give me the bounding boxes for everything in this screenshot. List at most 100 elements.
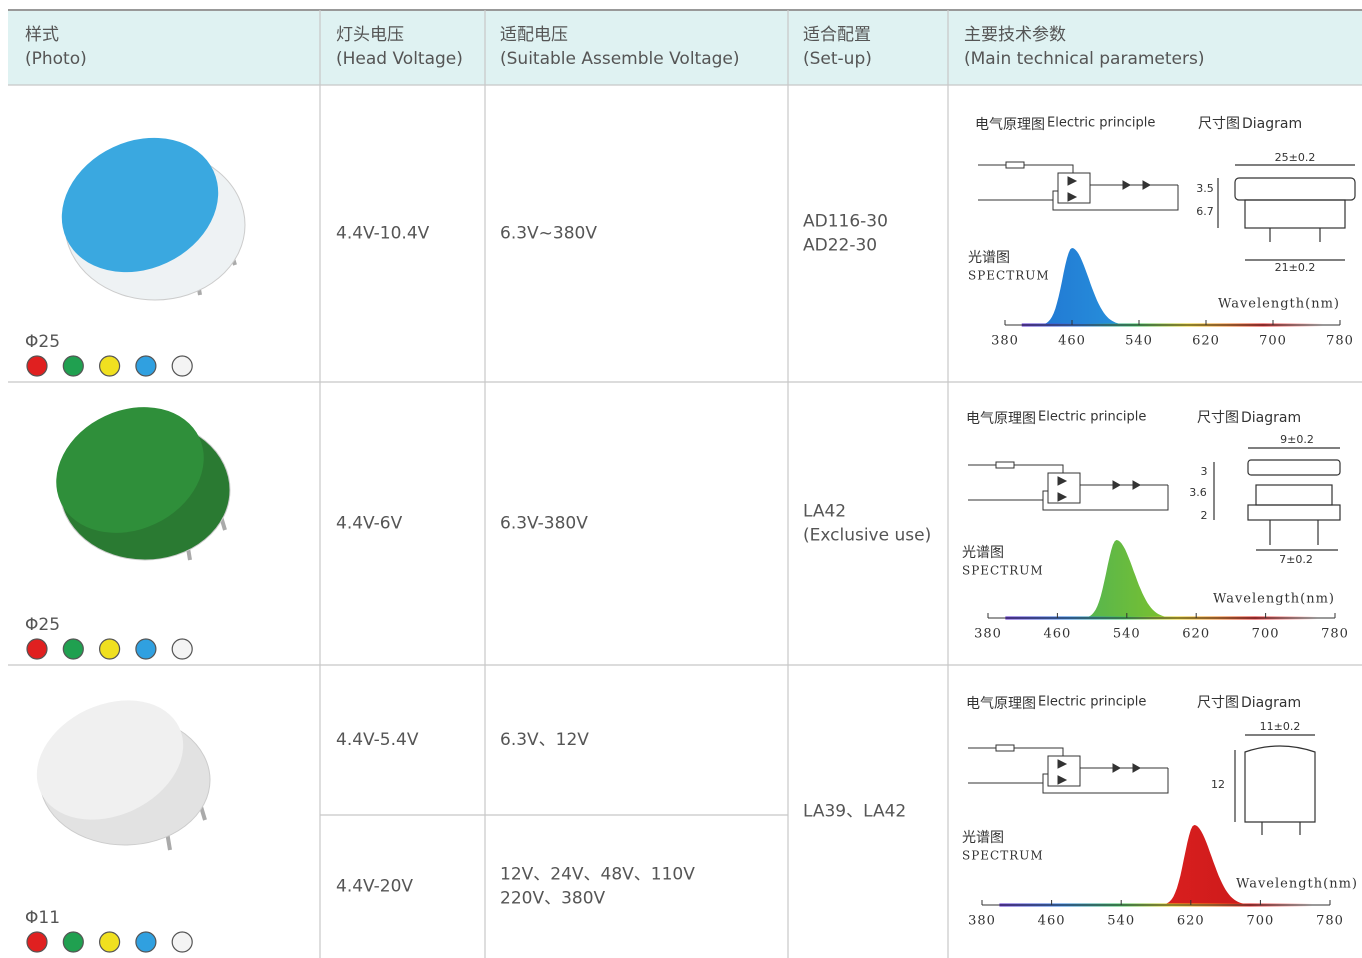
- spectrum-tick-label: 460: [1043, 627, 1071, 642]
- spectrum-tick-label: 540: [1107, 914, 1135, 929]
- header-text: 样式: [25, 25, 59, 45]
- dimension: 2: [1201, 509, 1208, 522]
- wavelength-label: Wavelength(nm): [1236, 877, 1358, 892]
- header-text: 适合配置: [803, 25, 871, 45]
- header-text: 灯头电压: [336, 25, 404, 45]
- head-voltage: 4.4V-10.4V: [336, 224, 430, 244]
- color-dot: [62, 638, 84, 660]
- header-text: 主要技术参数: [964, 25, 1066, 45]
- spectrum-cn: 光谱图: [968, 250, 1010, 266]
- spectrum-tick-label: 540: [1113, 627, 1141, 642]
- electric-en: Electric principle: [1047, 116, 1155, 131]
- diagram-en: Diagram: [1241, 695, 1301, 711]
- diagram-cn: 尺寸图: [1197, 695, 1239, 711]
- spectrum-tick-label: 380: [974, 627, 1002, 642]
- electric-en: Electric principle: [1038, 410, 1146, 425]
- dimension-drawing: [1213, 447, 1341, 551]
- color-dot: [98, 931, 121, 953]
- header-text: (Head Voltage): [336, 49, 463, 69]
- header-text: (Main technical parameters): [964, 49, 1205, 69]
- assemble-voltage: 12V、24V、48V、110V: [500, 865, 695, 885]
- dimension: 3.5: [1196, 182, 1214, 195]
- circuit: [968, 744, 1169, 794]
- size-label: Φ11: [25, 908, 60, 928]
- wavelength-label: Wavelength(nm): [1213, 592, 1335, 607]
- spectrum-tick-label: 780: [1321, 627, 1349, 642]
- spectrum-curve: [1005, 248, 1340, 325]
- spectrum-tick-label: 460: [1038, 914, 1066, 929]
- circuit: [978, 161, 1179, 211]
- assemble-voltage: 6.3V、12V: [500, 730, 589, 750]
- product-photo: [56, 407, 231, 561]
- color-dot: [26, 931, 48, 953]
- spectrum-cn: 光谱图: [962, 830, 1004, 846]
- spectrum-curve: [982, 825, 1330, 905]
- header-bg: [8, 10, 1362, 85]
- spectrum-cn: 光谱图: [962, 545, 1004, 561]
- head-voltage: 4.4V-6V: [336, 514, 403, 534]
- header-text: 适配电压: [500, 25, 568, 45]
- spectrum-tick-label: 620: [1192, 334, 1220, 349]
- wavelength-label: Wavelength(nm): [1218, 297, 1340, 312]
- dimension: 25±0.2: [1275, 151, 1316, 164]
- spectrum-tick-label: 620: [1177, 914, 1205, 929]
- setup: AD22-30: [803, 236, 877, 256]
- grid: [8, 10, 1362, 958]
- product-photo: [61, 137, 246, 301]
- color-dot: [135, 355, 157, 377]
- electric-en: Electric principle: [1038, 695, 1146, 710]
- header-text: (Photo): [25, 49, 87, 69]
- color-dot: [62, 355, 84, 377]
- head-voltage: 4.4V-5.4V: [336, 730, 419, 750]
- color-dot: [171, 931, 193, 953]
- spectrum-tick-label: 780: [1316, 914, 1344, 929]
- spectrum-tick-label: 460: [1058, 334, 1086, 349]
- header-text: (Suitable Assemble Voltage): [500, 49, 740, 69]
- dimension: 9±0.2: [1280, 433, 1314, 446]
- cap: [36, 700, 184, 820]
- color-dot: [98, 638, 121, 660]
- cap: [61, 137, 219, 273]
- color-dot: [171, 355, 193, 377]
- size-label: Φ25: [25, 332, 60, 352]
- diagram-en: Diagram: [1242, 116, 1302, 132]
- color-dot: [26, 638, 48, 660]
- dimension: 3: [1201, 465, 1208, 478]
- assemble-voltage: 6.3V-380V: [500, 514, 588, 534]
- header-text: (Set-up): [803, 49, 872, 69]
- spectrum-tick-label: 620: [1182, 627, 1210, 642]
- dimension: 21±0.2: [1275, 261, 1316, 274]
- head-voltage: 4.4V-20V: [336, 877, 413, 897]
- assemble-voltage: 6.3V~380V: [500, 224, 597, 244]
- setup: AD116-30: [803, 212, 888, 232]
- diagram-cn: 尺寸图: [1197, 410, 1239, 426]
- spectrum-tick-label: 700: [1246, 914, 1274, 929]
- dimension: 3.6: [1189, 486, 1207, 499]
- spectrum-tick-label: 540: [1125, 334, 1153, 349]
- spectrum-en: SPECTRUM: [962, 564, 1044, 578]
- dimension: 11±0.2: [1260, 720, 1301, 733]
- setup: (Exclusive use): [803, 526, 931, 546]
- electric-cn: 电气原理图: [975, 117, 1045, 133]
- color-dot: [62, 931, 84, 953]
- diagram-cn: 尺寸图: [1198, 116, 1240, 132]
- dimension: 12: [1211, 778, 1225, 791]
- size-label: Φ25: [25, 615, 60, 635]
- cap: [56, 407, 204, 533]
- spectrum-tick-label: 380: [968, 914, 996, 929]
- setup: LA42: [803, 502, 846, 522]
- spectrum-en: SPECTRUM: [962, 849, 1044, 863]
- product-photo: [36, 700, 211, 851]
- setup: LA39、LA42: [803, 802, 906, 822]
- color-dot: [135, 638, 157, 660]
- color-dot: [171, 638, 193, 660]
- color-dot: [98, 355, 121, 377]
- spectrum-tick-label: 700: [1259, 334, 1287, 349]
- electric-cn: 电气原理图: [966, 696, 1036, 712]
- spectrum-tick-label: 380: [991, 334, 1019, 349]
- dimension: 6.7: [1196, 205, 1214, 218]
- electric-cn: 电气原理图: [966, 411, 1036, 427]
- spectrum-tick-label: 780: [1326, 334, 1354, 349]
- dimension-drawing: [1234, 734, 1316, 835]
